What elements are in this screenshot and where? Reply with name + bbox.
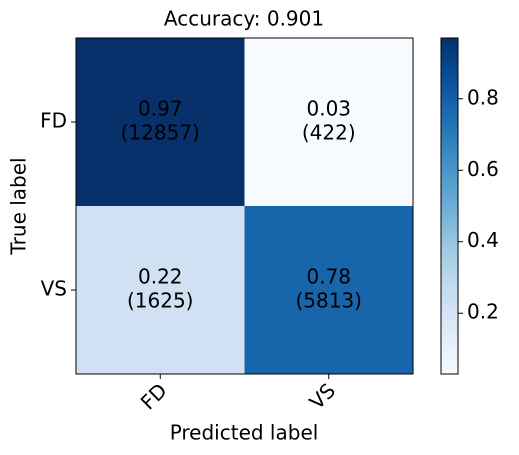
cell	[76, 38, 245, 206]
cell	[244, 38, 413, 206]
colorbar	[440, 37, 459, 375]
cell	[244, 206, 413, 374]
y-tick-label: FD	[40, 109, 67, 133]
y-axis-label: True label	[7, 157, 31, 255]
y-tick-label: VS	[41, 277, 67, 301]
colorbar-tick-label: 0.4	[467, 228, 499, 252]
x-axis-label: Predicted label	[170, 421, 319, 445]
cell-value: 0.78	[306, 265, 351, 289]
plot-frame	[75, 37, 414, 375]
cell-count: (1625)	[127, 289, 194, 313]
cell-count: (422)	[302, 121, 356, 145]
cell-value: 0.03	[306, 97, 351, 121]
colorbar-tick-label: 0.6	[467, 157, 499, 181]
colorbar-tick-label: 0.8	[467, 85, 499, 109]
cell-count: (5813)	[295, 289, 362, 313]
x-tick-label: FD	[136, 378, 172, 414]
cell	[76, 206, 245, 374]
colorbar-tick-label: 0.2	[467, 300, 499, 324]
chart-title: Accuracy: 0.901	[164, 7, 324, 31]
x-tick-label: VS	[305, 378, 341, 414]
cell-value: 0.97	[138, 97, 183, 121]
cell-count: (12857)	[121, 121, 200, 145]
cell-value: 0.22	[138, 265, 183, 289]
